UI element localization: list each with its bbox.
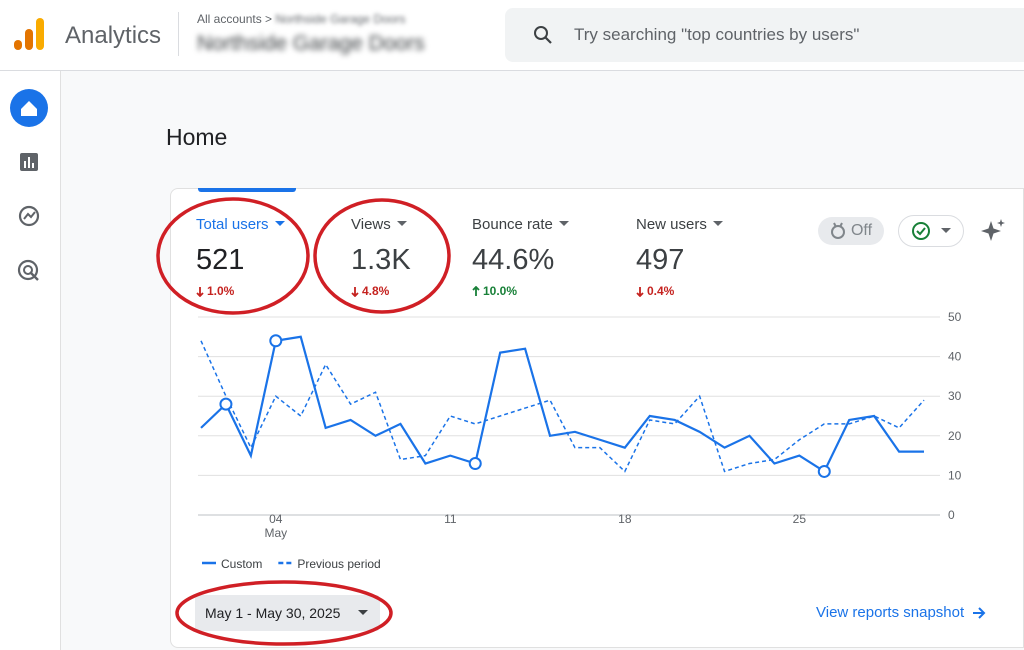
- trend-arrow-shape: [472, 285, 480, 296]
- metric-change: 10.0%: [472, 284, 569, 298]
- page-title: Home: [166, 124, 228, 150]
- insights-toggle[interactable]: Off: [818, 217, 884, 245]
- nav-icons: [10, 89, 48, 281]
- metric-value: 521: [196, 244, 245, 276]
- trend-arrow-shape: [636, 286, 644, 297]
- date-range-button[interactable]: May 1 - May 30, 2025: [195, 595, 380, 631]
- ai-sparkle[interactable]: [980, 218, 1006, 244]
- caret-shape: [396, 221, 407, 226]
- metric-change: 1.0%: [196, 284, 285, 298]
- nav-home[interactable]: [10, 89, 48, 127]
- metric-change-text: 0.4%: [647, 284, 675, 298]
- overview-card: [170, 188, 1024, 648]
- toggle-label: Off: [850, 222, 873, 239]
- metric-change-text: 10.0%: [483, 284, 518, 298]
- trend-arrow-shape: [351, 286, 359, 297]
- caret-shape: [274, 221, 285, 226]
- metric-label-text: Bounce rate: [472, 215, 553, 233]
- metric-label: New users: [636, 214, 723, 234]
- caret: [274, 221, 285, 226]
- caret: [358, 610, 369, 615]
- trend-arrow-shape: [196, 286, 204, 297]
- metric-label: Total users: [196, 214, 285, 234]
- caret: [558, 221, 569, 226]
- metric-label: Views: [351, 214, 411, 234]
- reports-link[interactable]: View reports snapshot: [816, 604, 986, 621]
- product-name: Analytics: [65, 22, 162, 49]
- caret: [712, 221, 723, 226]
- breadcrumb-root[interactable]: All accounts: [197, 12, 262, 26]
- trend-arrow: [196, 286, 204, 297]
- metric-tab[interactable]: New users 497 0.4%: [636, 214, 723, 298]
- divider: [178, 12, 179, 56]
- search-icon: [534, 26, 552, 44]
- metric-change-text: 1.0%: [207, 284, 235, 298]
- breadcrumb[interactable]: All accounts > Northside Garage Doors: [197, 12, 406, 26]
- search-placeholder: Try searching "top countries by users": [574, 25, 860, 44]
- selected-tab-indicator: [198, 188, 296, 192]
- caret-shape: [558, 221, 569, 226]
- metric-label-text: Total users: [196, 215, 269, 233]
- metric-label-text: New users: [636, 215, 707, 233]
- metric-label-text: Views: [351, 215, 391, 233]
- metric-change-text: 4.8%: [362, 284, 390, 298]
- trend-arrow: [472, 285, 480, 296]
- logo: [14, 18, 44, 50]
- metric-change: 0.4%: [636, 284, 723, 298]
- nav-explore[interactable]: [18, 205, 40, 227]
- status-menu[interactable]: [898, 215, 964, 247]
- metric-label: Bounce rate: [472, 214, 569, 234]
- metric-tab[interactable]: Total users 521 1.0%: [196, 214, 285, 298]
- arrow-icon: [973, 606, 986, 619]
- nav-advertising[interactable]: [17, 259, 39, 281]
- metric-tab[interactable]: Bounce rate 44.6% 10.0%: [472, 214, 569, 298]
- side-nav: [0, 71, 61, 650]
- caret-shape: [712, 221, 723, 226]
- caret: [941, 228, 951, 233]
- metric-value: 1.3K: [351, 244, 411, 276]
- metric-tab[interactable]: Views 1.3K 4.8%: [351, 214, 411, 299]
- search-box[interactable]: Try searching "top countries by users": [505, 8, 1024, 62]
- badge-icon: [830, 222, 845, 239]
- caret: [396, 221, 407, 226]
- top-bar: Analytics All accounts > Northside Garag…: [0, 0, 1024, 71]
- account-selector[interactable]: Northside Garage Doors: [197, 32, 425, 55]
- metric-value: 44.6%: [472, 244, 555, 276]
- date-range: May 1 - May 30, 2025: [205, 605, 341, 621]
- breadcrumb-account[interactable]: Northside Garage Doors: [275, 12, 406, 26]
- metric-change: 4.8%: [351, 284, 411, 298]
- check-icon: [912, 222, 930, 240]
- metric-value: 497: [636, 244, 685, 276]
- nav-reports[interactable]: [20, 153, 38, 171]
- trend-arrow: [351, 286, 359, 297]
- trend-arrow: [636, 286, 644, 297]
- reports-link-text: View reports snapshot: [816, 604, 965, 621]
